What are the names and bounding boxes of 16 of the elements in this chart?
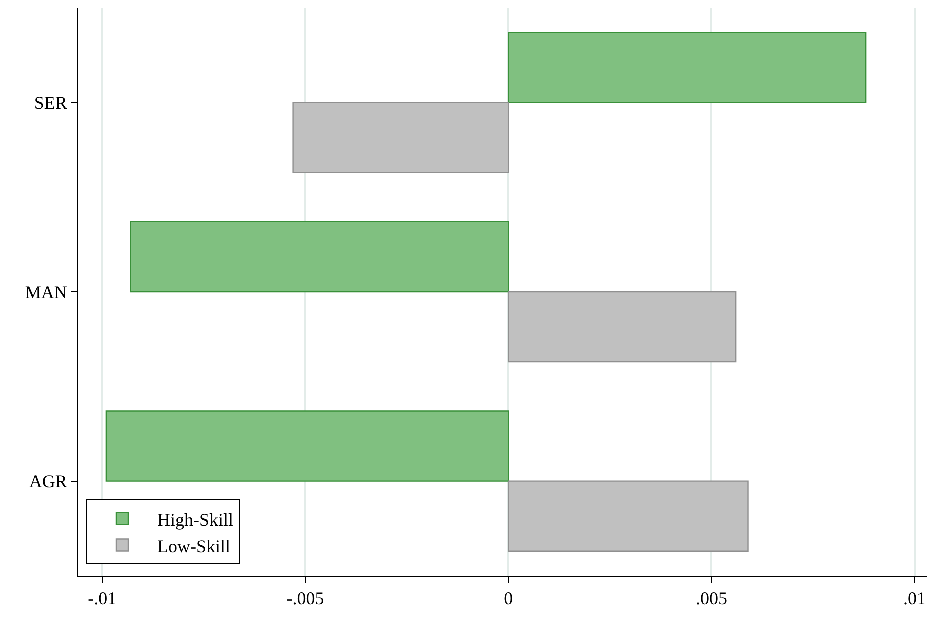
bar xyxy=(130,221,510,293)
y-tick-label: AGR xyxy=(29,472,68,492)
legend-label: Low-Skill xyxy=(157,536,231,556)
bar xyxy=(508,291,737,363)
bar xyxy=(106,410,510,482)
x-tick-label: .005 xyxy=(696,588,728,609)
bar xyxy=(508,480,749,552)
bar xyxy=(508,32,867,104)
x-tick-label: 0 xyxy=(504,588,514,609)
y-tick-label: MAN xyxy=(25,282,68,302)
y-tick-label: SER xyxy=(34,92,68,113)
x-tick-label: -.005 xyxy=(286,588,324,609)
legend-label: High-Skill xyxy=(157,510,234,530)
bar xyxy=(292,102,510,174)
x-tick-label: .01 xyxy=(904,588,926,609)
x-tick-label: -.01 xyxy=(88,588,117,609)
